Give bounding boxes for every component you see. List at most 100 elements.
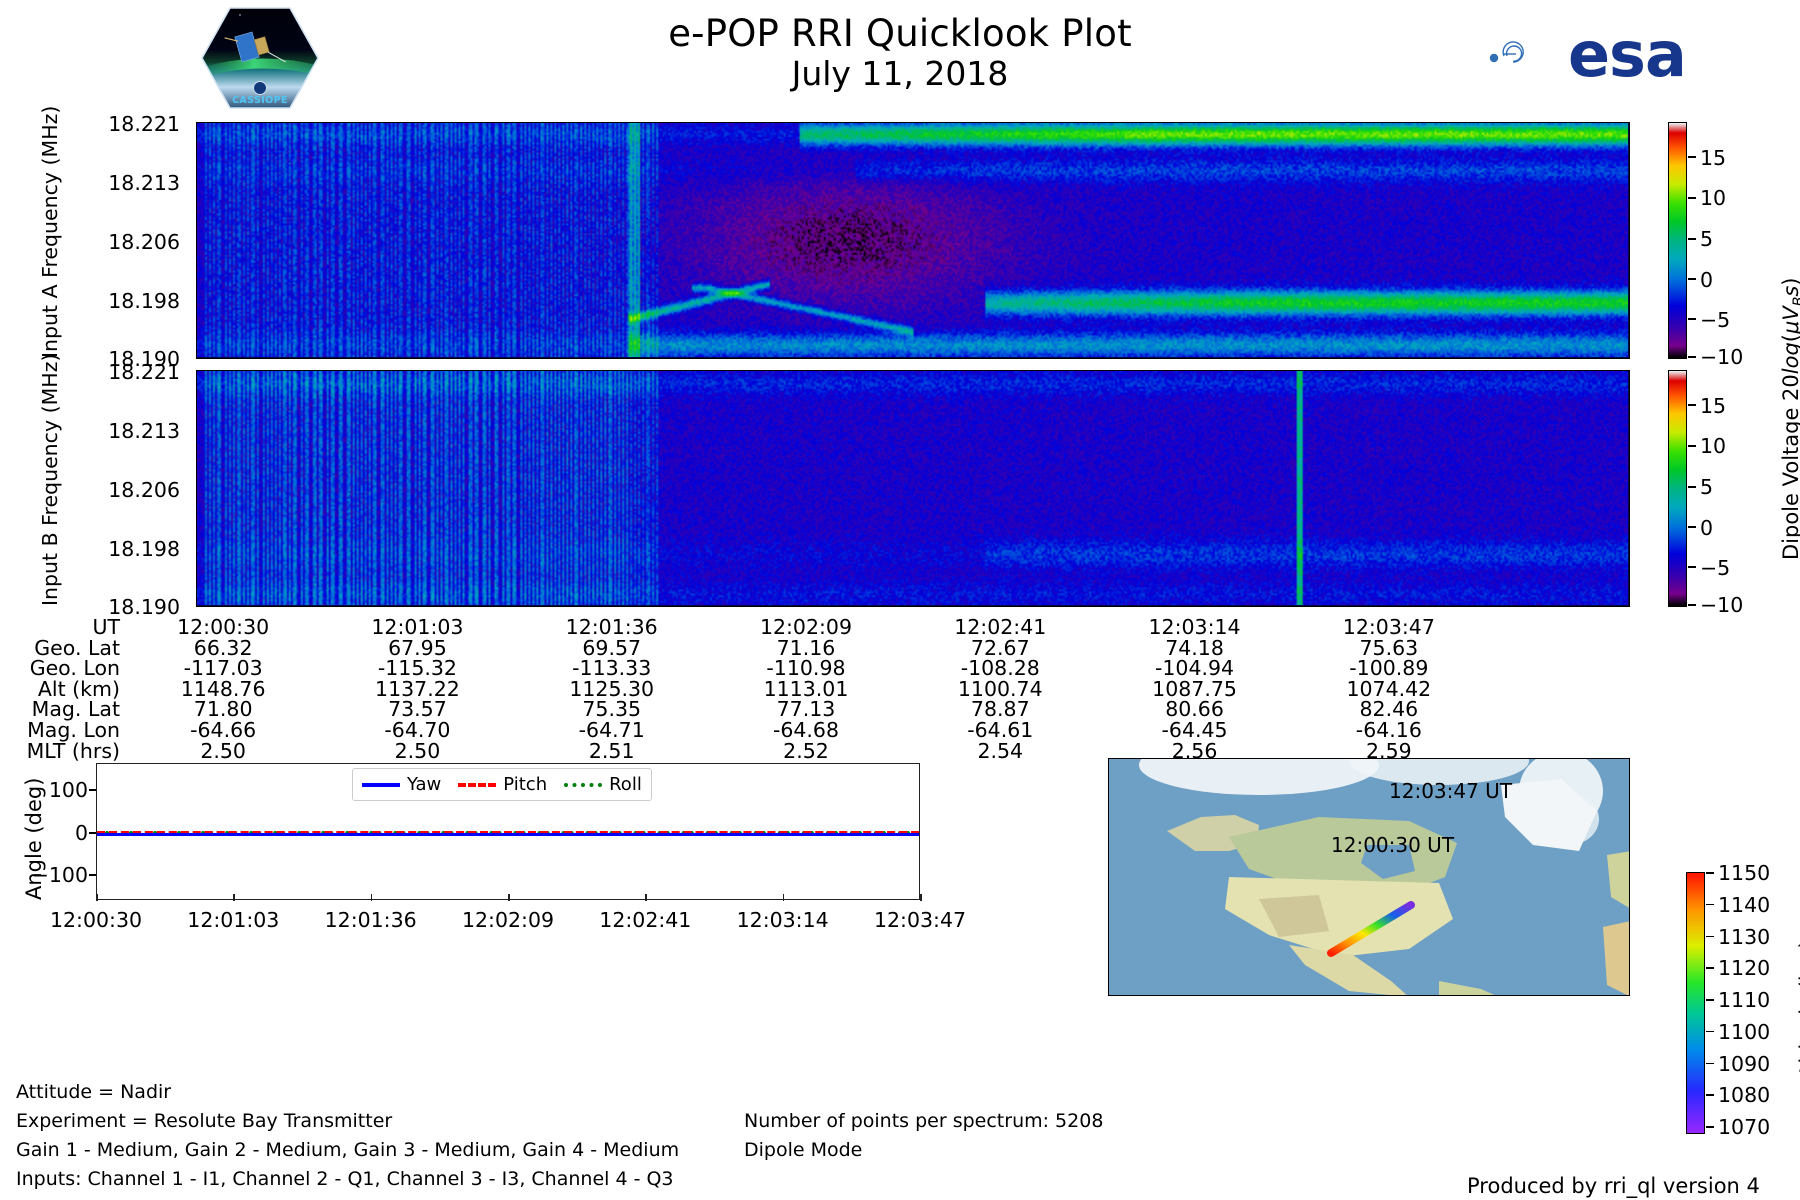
ephemeris-cell: 73.57 (388, 697, 447, 722)
ephemeris-cell: 66.32 (193, 635, 253, 660)
footer-points-per-spectrum: Number of points per spectrum: 5208 (744, 1110, 1104, 1132)
input-a-ytick-1: 18.213 (108, 171, 180, 195)
altitude-colorbar-tick-mark (1706, 1030, 1714, 1033)
ephemeris-row-label: MLT (hrs) (26, 738, 120, 763)
ephemeris-cell: -64.68 (772, 717, 840, 742)
ephemeris-cell: 12:01:36 (565, 615, 658, 639)
input-a-ylabel: Input A Frequency (MHz) (38, 105, 62, 358)
legend-item-roll: Roll (564, 774, 642, 795)
altitude-colorbar-label: Altitude (km) (1796, 940, 1800, 1078)
ephemeris-cell: 80.66 (1165, 697, 1224, 722)
legend-label-roll: Roll (609, 774, 642, 795)
input-a-ytick-3: 18.198 (108, 289, 180, 313)
ground-track-map: 12:03:47 UT 12:00:30 UT (1108, 758, 1630, 996)
ephemeris-cell: -64.71 (578, 717, 645, 742)
legend-label-pitch: Pitch (503, 774, 548, 795)
altitude-colorbar-tick-mark (1706, 967, 1714, 969)
altitude-colorbar-tick: 1150 (1718, 861, 1771, 885)
altitude-colorbar-tick-mark (1706, 872, 1714, 874)
attitude-xtick: 12:03:47 (873, 908, 967, 932)
altitude-colorbar-tick: 1110 (1718, 988, 1771, 1012)
altitude-colorbar-tick: 1100 (1718, 1019, 1771, 1044)
altitude-colorbar-tick-mark (1706, 999, 1714, 1001)
ephemeris-row-label: Alt (km) (37, 676, 120, 701)
altitude-colorbar-tick-mark (1706, 1126, 1714, 1128)
map-end-time-label: 12:03:47 UT (1389, 779, 1513, 803)
voltage-colorbar-a-tick-1: 10 (1700, 186, 1727, 210)
altitude-colorbar-tick-mark (1706, 1094, 1714, 1096)
ephemeris-row-label: Mag. Lon (27, 717, 120, 742)
ephemeris-row: Alt (km) 1148.76 1137.22 1125.30 1113.01 1100… (0, 679, 1486, 700)
ephemeris-cell: 1100.74 (957, 676, 1043, 701)
ephemeris-row: UT 12:00:30 12:01:03 12:01:36 12:02:09 12:02:… (0, 617, 1486, 638)
ephemeris-cell: 75.35 (582, 697, 642, 722)
input-b-spectrogram (196, 370, 1630, 607)
attitude-xtick: 12:00:30 (49, 908, 143, 932)
ephemeris-cell: 2.50 (200, 738, 246, 763)
ephemeris-cell: -110.98 (766, 656, 846, 681)
ephemeris-row-label: Mag. Lat (31, 697, 120, 722)
input-a-ytick-4: 18.190 (108, 347, 180, 371)
voltage-colorbar-a-tick-4: −5 (1700, 308, 1731, 332)
footer-gains: Gain 1 - Medium, Gain 2 - Medium, Gain 3… (16, 1139, 680, 1161)
ephemeris-row: Geo. Lon -117.03 -115.32 -113.33 -110.98 -108… (0, 658, 1486, 679)
ephemeris-cell: 67.95 (388, 635, 447, 660)
voltage-colorbar-b-tick-3: 0 (1700, 516, 1714, 540)
attitude-xtick: 12:03:14 (736, 908, 829, 932)
esa-logo: esa (1468, 14, 1768, 92)
altitude-colorbar-tick: 1140 (1718, 892, 1771, 917)
ephemeris-cell: 72.67 (970, 635, 1030, 660)
ephemeris-cell: 75.63 (1359, 635, 1419, 660)
ephemeris-cell: 12:02:09 (759, 615, 853, 639)
attitude-xtick-mark (96, 894, 98, 901)
ephemeris-row: Geo. Lat 66.32 67.95 69.57 71.16 72.67 74.18 75… (0, 635, 1486, 660)
attitude-xtick-mark (920, 894, 922, 901)
ephemeris-cell: -64.61 (967, 717, 1034, 742)
voltage-colorbar-b-tick-1: 10 (1700, 434, 1727, 458)
input-a-ytick-2: 18.206 (108, 230, 180, 254)
attitude-xtick: 12:01:03 (187, 908, 280, 932)
footer-experiment: Experiment = Resolute Bay Transmitter (16, 1110, 393, 1132)
legend-swatch-yaw (362, 782, 400, 787)
footer-produced-by: Produced by rri_ql version 4 (1467, 1174, 1760, 1198)
voltage-colorbar-b-tick-4: −5 (1700, 556, 1731, 580)
attitude-xtick-mark (370, 894, 373, 901)
ephemeris-cell: -64.45 (1161, 717, 1228, 742)
altitude-colorbar-tick-mark (1706, 1062, 1714, 1064)
ephemeris-cell: 2.51 (588, 738, 635, 763)
ephemeris-row: Mag. Lon -64.66 -64.70 -64.71 -64.68 -64.61 -6… (0, 720, 1486, 741)
page-title: e-POP RRI Quicklook Plot (668, 12, 1132, 55)
ephemeris-row: Mag. Lat 71.80 73.57 75.35 77.13 78.87 80.66 82… (0, 699, 1486, 720)
attitude-xtick-mark (233, 894, 235, 901)
ephemeris-cell: -64.66 (190, 717, 257, 742)
legend-item-pitch: Pitch (458, 774, 547, 795)
input-a-spectrogram (196, 122, 1630, 359)
attitude-xtick: 12:02:09 (461, 908, 555, 932)
legend-swatch-pitch (458, 782, 497, 787)
ephemeris-table: UT 12:00:30 12:01:03 12:01:36 12:02:09 12:02:… (0, 617, 1486, 761)
ephemeris-row-label: UT (92, 615, 120, 639)
altitude-colorbar-tick: 1120 (1718, 956, 1771, 981)
ephemeris-cell: 2.54 (977, 738, 1024, 763)
altitude-colorbar-tick-mark (1706, 935, 1714, 937)
ephemeris-cell: -108.28 (960, 656, 1040, 681)
ephemeris-cell: 1113.01 (763, 676, 849, 701)
ephemeris-cell: 2.59 (1366, 738, 1412, 763)
ephemeris-cell: 12:02:41 (954, 615, 1047, 639)
svg-text:CASSIOPE: CASSIOPE (232, 95, 288, 106)
altitude-colorbar-tick: 1090 (1718, 1051, 1771, 1076)
legend-label-yaw: Yaw (407, 774, 442, 795)
attitude-xtick-mark (645, 894, 647, 901)
ephemeris-row-label: Geo. Lon (29, 656, 120, 681)
ephemeris-cell: 1074.42 (1346, 676, 1432, 701)
voltage-colorbar-b-tick-0: 15 (1700, 394, 1727, 418)
ephemeris-cell: 1148.76 (180, 676, 266, 701)
attitude-trace-yaw (97, 833, 919, 836)
attitude-ytick-0: 100 (48, 778, 88, 802)
ephemeris-cell: 2.52 (783, 738, 829, 763)
input-b-ytick-2: 18.206 (108, 478, 180, 502)
ephemeris-cell: 71.80 (193, 697, 253, 722)
ephemeris-cell: -64.70 (384, 717, 451, 742)
altitude-colorbar-tick: 1130 (1718, 924, 1771, 949)
input-b-ytick-3: 18.198 (108, 537, 180, 561)
